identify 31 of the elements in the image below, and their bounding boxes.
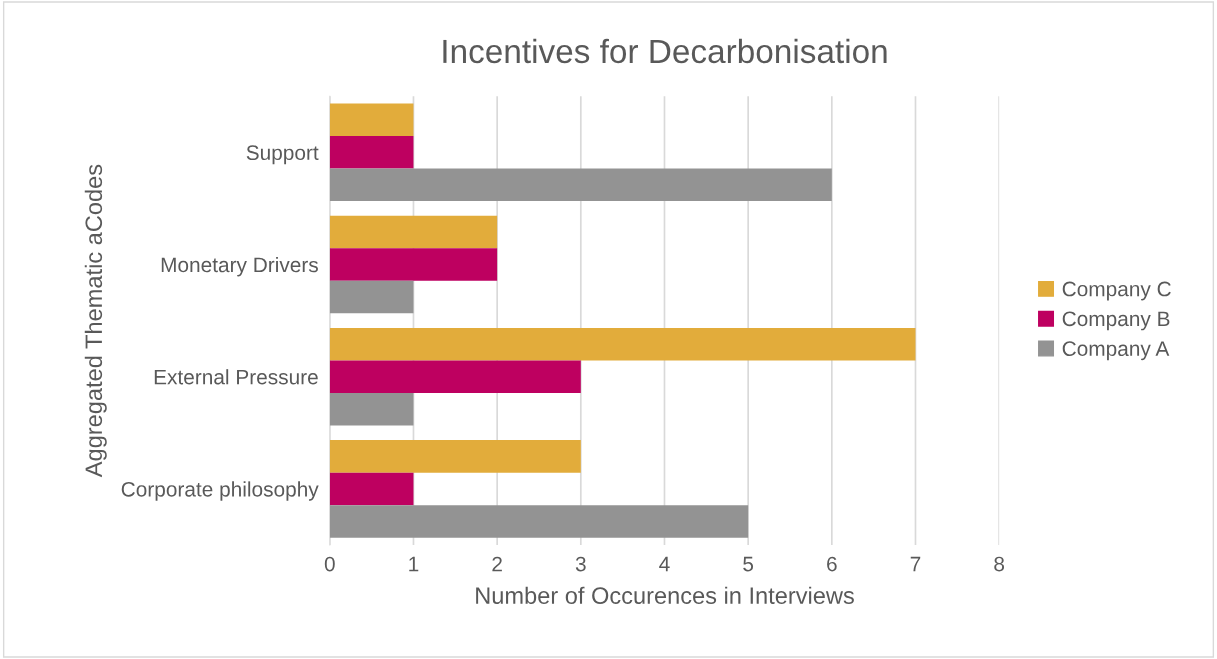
y-tick-label: Corporate philosophy xyxy=(121,481,319,501)
bar xyxy=(329,505,749,538)
bar xyxy=(329,168,832,202)
bar xyxy=(329,440,581,473)
bar xyxy=(329,215,498,249)
legend-label: Company C xyxy=(1062,281,1171,301)
x-tick-label: 6 xyxy=(827,556,837,572)
legend-label: Company B xyxy=(1062,311,1170,331)
x-tick-label: 3 xyxy=(575,556,586,572)
x-tick-label: 1 xyxy=(409,556,419,572)
y-tick-label: External Pressure xyxy=(154,369,318,385)
x-tick-label: 0 xyxy=(324,556,335,572)
x-tick-label: 8 xyxy=(994,556,1005,572)
x-tick-label: 7 xyxy=(910,556,921,572)
bar xyxy=(329,327,916,361)
x-tick-label: 4 xyxy=(659,556,670,572)
bar xyxy=(329,392,414,426)
chart-title: Incentives for Decarbonisation xyxy=(443,38,887,64)
y-axis-title: Aggregated Thematic aCodes xyxy=(84,164,107,478)
y-tick-label: Monetary Drivers xyxy=(161,256,318,277)
bar xyxy=(329,136,414,169)
x-axis-title: Number of Occurences in Interviews xyxy=(476,586,854,604)
legend-label: Company A xyxy=(1062,341,1170,361)
bar xyxy=(329,248,498,281)
bar xyxy=(329,280,414,314)
x-tick-label: 2 xyxy=(492,556,502,572)
bar xyxy=(329,360,581,393)
bar xyxy=(329,103,414,137)
x-tick-label: 5 xyxy=(743,556,754,572)
bar xyxy=(329,472,414,506)
y-tick-label: Support xyxy=(246,145,319,165)
